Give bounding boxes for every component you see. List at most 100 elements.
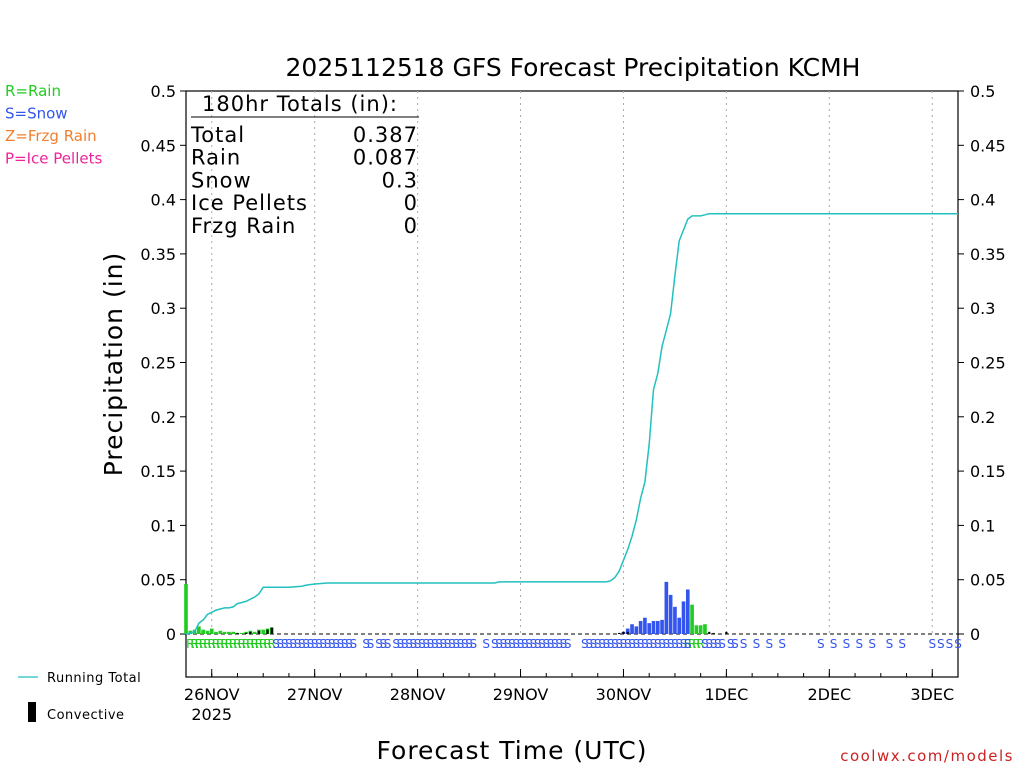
rain-bar [252,631,257,634]
snow-bar [647,623,652,634]
legend-z: Z=Frzg Rain [5,127,97,145]
ptype-s: S [667,637,675,651]
ptype-r: R [238,637,246,651]
y-axis-ticks: 0 00.05 0.050.1 0.10.15 0.150.2 0.20.25 0.250.… [140,82,1005,644]
ptype-r: R [229,637,237,651]
ptype-s: S [289,637,297,651]
x-tick-label: 30NOV [596,685,652,704]
y-axis-label: Precipitation (in) [99,252,128,477]
snow-bar [668,594,673,634]
y-tick-label-right: 0 [970,625,980,644]
y-tick-label-right: 0.4 [970,191,995,210]
ptype-s: S [830,637,838,651]
ptype-s: S [427,637,435,651]
rain-bar [197,626,201,634]
ptype-s: S [414,637,422,651]
ptype-s: S [701,637,709,651]
legend-r: R=Rain [5,82,61,100]
ptype-s: S [615,637,623,651]
ptype-s: S [718,637,726,651]
y-tick-label-left: 0.35 [140,245,176,264]
ptype-s: S [753,637,761,651]
ptype-s: S [547,637,555,651]
ptype-s: S [946,637,954,651]
convective-legend-label: Convective [47,708,125,723]
ptype-r: R [684,637,692,651]
ptype-s: S [585,637,593,651]
ptype-s: S [551,637,559,651]
convective-bar [622,631,625,634]
ptype-r: R [208,637,216,651]
rain-bar [214,631,218,634]
ptype-s: S [272,637,280,651]
ptype-r: R [696,637,704,651]
ptype-s: S [401,637,409,651]
ptype-s: S [633,637,641,651]
ptype-s: S [482,637,490,651]
ptype-r: R [242,637,250,651]
precipitation-bars [184,581,728,634]
snow-bar [643,617,647,634]
y-tick-label-right: 0.15 [970,462,1006,481]
y-tick-label-left: 0.1 [151,516,176,535]
ptype-s: S [542,637,550,651]
snow-bar [673,606,677,634]
ptype-s: S [422,637,430,651]
ptype-s: S [418,637,426,651]
totals-row-value: 0.3 [382,168,418,192]
ptype-s: S [937,637,945,651]
ptype-s: S [349,637,357,651]
ptype-s: S [868,637,876,651]
convective-bar [626,631,629,634]
ptype-s: S [594,637,602,651]
site-credit: coolwx.com/models [840,747,1014,765]
convective-bar [725,631,728,634]
totals-row-label: Total [190,123,245,147]
ptype-s: S [538,637,546,651]
ptype-r: R [246,637,254,651]
rain-bar [694,625,699,634]
ptype-s: S [341,637,349,651]
y-tick-label-left: 0.25 [140,354,176,373]
rain-bar [227,631,231,634]
ptype-s: S [645,637,653,651]
ptype-s: S [281,637,289,651]
ptype-s: S [654,637,662,651]
totals-row-value: 0 [404,214,418,238]
snow-bar [625,628,630,634]
ptype-s: S [392,637,400,651]
rain-bar [239,632,244,634]
y-tick-label-left: 0.5 [151,82,176,101]
snow-bar [630,624,634,634]
convective-bar [270,627,273,634]
totals-row-label: Rain [191,146,241,170]
ptype-s: S [324,637,332,651]
ptype-s: S [512,637,520,651]
y-tick-label-left: 0.15 [140,462,176,481]
ptype-s: S [285,637,293,651]
totals-row-value: 0.087 [353,146,418,170]
convective-bar [266,629,269,634]
convective-bar [618,632,621,634]
ptype-s: S [641,637,649,651]
ptype-s: S [954,637,962,651]
ptype-s: S [564,637,572,651]
ptype-r: R [212,637,220,651]
ptype-s: S [397,637,405,651]
snow-bar [638,620,643,634]
ptype-s: S [765,637,773,651]
ptype-r: R [220,637,228,651]
ptype-s: S [525,637,533,651]
ptype-r: R [255,637,263,651]
convective-bar [712,632,715,634]
rain-bar [690,604,694,634]
rain-bar [222,631,227,634]
ptype-s: S [590,637,598,651]
y-tick-label-left: 0.3 [151,299,176,318]
ptype-s: S [650,637,658,651]
precip-type-legend: R=Rain S=Snow Z=Frzg Rain P=Ice Pellets [5,82,102,168]
totals-row-label: Frzg Rain [191,214,296,238]
snow-bar [651,620,656,634]
